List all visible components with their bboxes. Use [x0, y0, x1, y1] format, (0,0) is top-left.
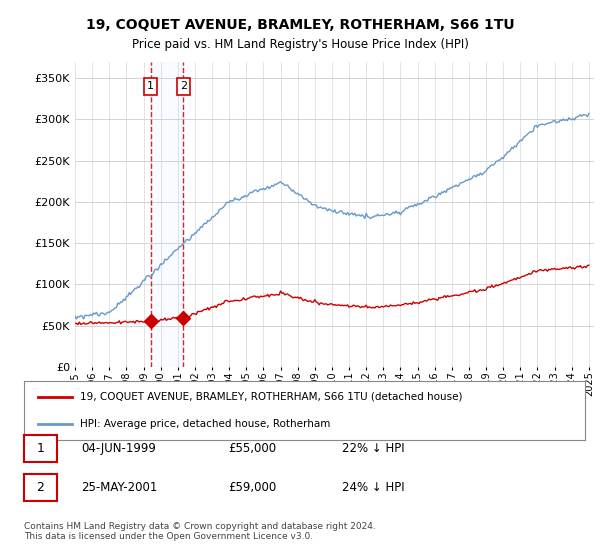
Text: 04-JUN-1999: 04-JUN-1999 — [81, 442, 156, 455]
Text: 19, COQUET AVENUE, BRAMLEY, ROTHERHAM, S66 1TU: 19, COQUET AVENUE, BRAMLEY, ROTHERHAM, S… — [86, 18, 514, 32]
Text: 2: 2 — [37, 481, 44, 494]
Text: 19, COQUET AVENUE, BRAMLEY, ROTHERHAM, S66 1TU (detached house): 19, COQUET AVENUE, BRAMLEY, ROTHERHAM, S… — [80, 391, 463, 402]
Text: HPI: Average price, detached house, Rotherham: HPI: Average price, detached house, Roth… — [80, 419, 331, 429]
Text: 1: 1 — [147, 81, 154, 91]
Text: 22% ↓ HPI: 22% ↓ HPI — [342, 442, 404, 455]
Text: 24% ↓ HPI: 24% ↓ HPI — [342, 481, 404, 494]
Text: Contains HM Land Registry data © Crown copyright and database right 2024.
This d: Contains HM Land Registry data © Crown c… — [24, 522, 376, 542]
Text: £59,000: £59,000 — [228, 481, 276, 494]
Text: £55,000: £55,000 — [228, 442, 276, 455]
Bar — [151, 62, 184, 367]
Text: 1: 1 — [37, 442, 44, 455]
Text: 2: 2 — [180, 81, 187, 91]
Text: Price paid vs. HM Land Registry's House Price Index (HPI): Price paid vs. HM Land Registry's House … — [131, 38, 469, 52]
Text: 25-MAY-2001: 25-MAY-2001 — [81, 481, 157, 494]
